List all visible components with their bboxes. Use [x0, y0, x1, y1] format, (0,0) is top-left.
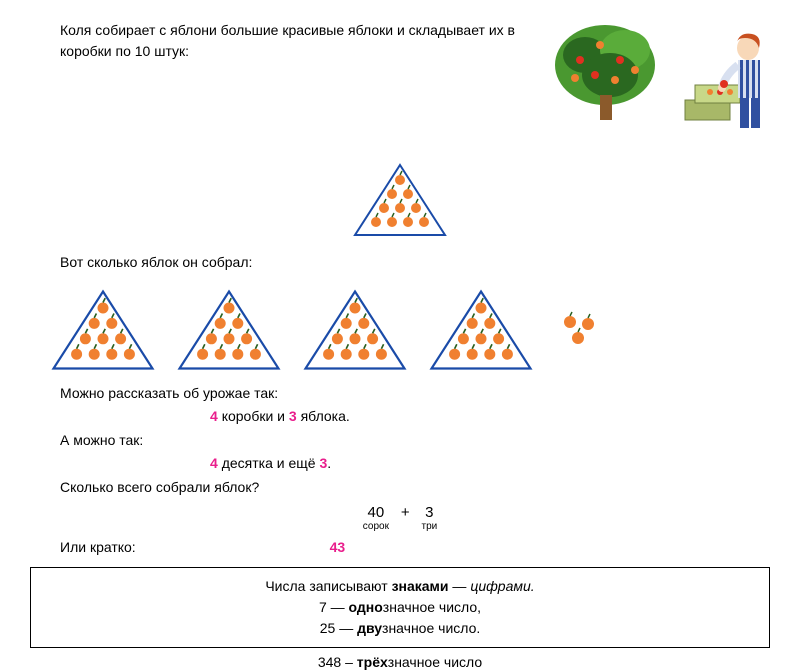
def2-a: 7 —: [319, 599, 349, 615]
harvest-line2: А можно так:: [60, 431, 770, 451]
brief-label: Или кратко:: [60, 539, 136, 555]
final-c: значное число: [388, 654, 482, 670]
kolya-illustration: [550, 20, 770, 150]
question-line: Сколько всего собрали яблок?: [60, 478, 770, 498]
loose-apples: [554, 310, 604, 350]
eq-forty-word: сорок: [363, 521, 389, 532]
def2-c: значное число,: [383, 599, 481, 615]
tens-and-extra: 4 десятка и ещё 3.: [210, 454, 770, 474]
intro-text: Коля собирает с яблони большие красивые …: [60, 20, 540, 150]
def3-a: 25 —: [320, 620, 357, 636]
boxes-and-apples: 4 коробки и 3 яблока.: [210, 407, 770, 427]
eq-forty-num: 40: [368, 504, 385, 521]
definitions-box: Числа записывают знаками — цифрами. 7 — …: [30, 567, 770, 648]
boxes-num: 4: [210, 408, 218, 424]
equation-row: 40 сорок + 3 три: [30, 504, 770, 532]
final-b: трёх: [357, 654, 388, 670]
apple-triangle-icon: [48, 286, 158, 374]
collected-line: Вот сколько яблок он собрал:: [60, 253, 770, 273]
eq-plus: +: [401, 504, 410, 521]
final-a: 348 –: [318, 654, 357, 670]
def3-c: значное число.: [382, 620, 480, 636]
single-triangle-row: [30, 155, 770, 248]
eq-forty: 40 сорок: [363, 504, 389, 532]
def-line3: 25 — двузначное число.: [51, 618, 749, 639]
def-line1: Числа записывают знаками — цифрами.: [51, 576, 749, 597]
three-apples-icon: [554, 310, 604, 350]
eq-three-word: три: [421, 521, 437, 532]
apple-tree-icon: [550, 20, 670, 130]
apple-triangle-icon: [300, 286, 410, 374]
def-line2: 7 — однозначное число,: [51, 597, 749, 618]
apple-triangle-icon: [426, 286, 536, 374]
apple-triangle-icon: [174, 286, 284, 374]
four-triangles-row: [40, 281, 770, 379]
harvest-line1: Можно рассказать об урожае так:: [60, 384, 770, 404]
brief-answer: 43: [330, 539, 346, 555]
tens-num: 4: [210, 455, 218, 471]
def1-a: Числа записывают: [265, 578, 391, 594]
boxes-word: коробки и: [222, 408, 285, 424]
extra-dot: .: [327, 455, 331, 471]
def2-b: одно: [349, 599, 383, 615]
def1-c: —: [449, 578, 471, 594]
eq-three: 3 три: [421, 504, 437, 532]
apple-triangle-icon: [350, 160, 450, 240]
def3-b: дву: [357, 620, 382, 636]
def1-b: знаками: [392, 578, 449, 594]
def1-d: цифрами.: [470, 578, 534, 594]
apples-num: 3: [289, 408, 297, 424]
final-line: 348 – трёхзначное число: [30, 654, 770, 670]
tens-word: десятка и ещё: [222, 455, 316, 471]
apples-word: яблока.: [301, 408, 350, 424]
eq-three-num: 3: [425, 504, 433, 521]
boy-with-boxes-icon: [680, 30, 770, 140]
brief-line: Или кратко: 43: [60, 538, 770, 558]
